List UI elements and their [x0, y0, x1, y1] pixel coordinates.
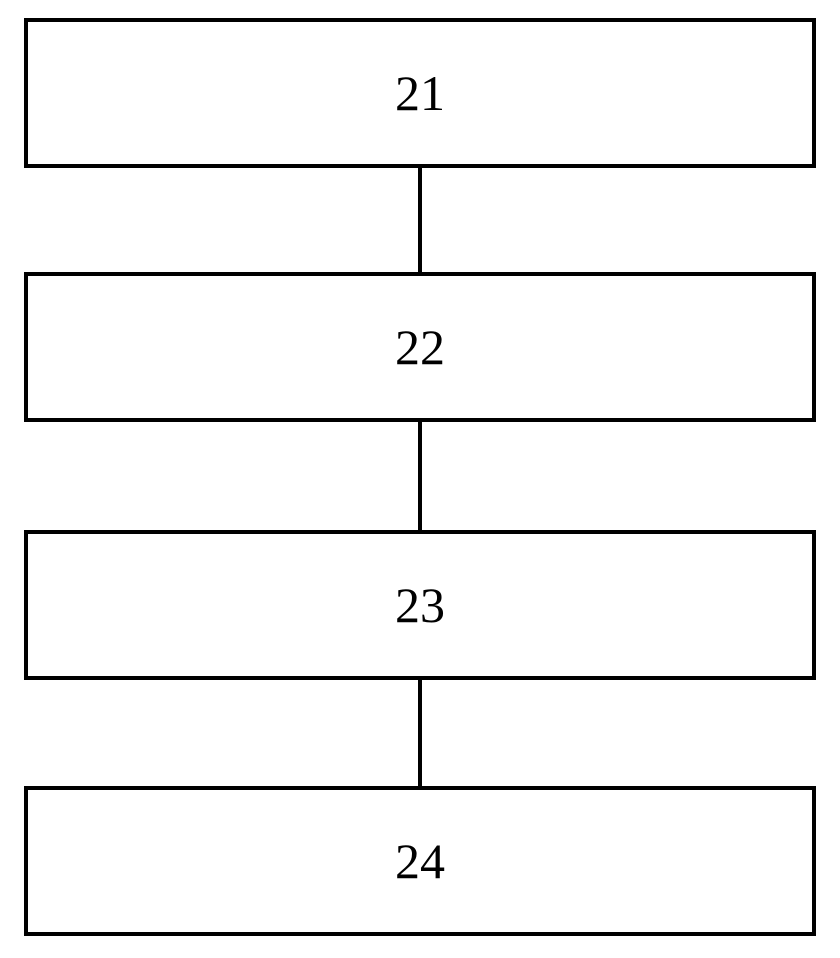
node-n3: 23 — [24, 530, 816, 680]
node-n4: 24 — [24, 786, 816, 936]
node-n1: 21 — [24, 18, 816, 168]
node-label: 22 — [395, 322, 445, 372]
node-label: 21 — [395, 68, 445, 118]
node-label: 23 — [395, 580, 445, 630]
connector-n3-n4 — [418, 680, 422, 786]
connector-n1-n2 — [418, 168, 422, 272]
node-n2: 22 — [24, 272, 816, 422]
node-label: 24 — [395, 836, 445, 886]
diagram-canvas: 21 22 23 24 — [0, 0, 840, 958]
connector-n2-n3 — [418, 422, 422, 530]
